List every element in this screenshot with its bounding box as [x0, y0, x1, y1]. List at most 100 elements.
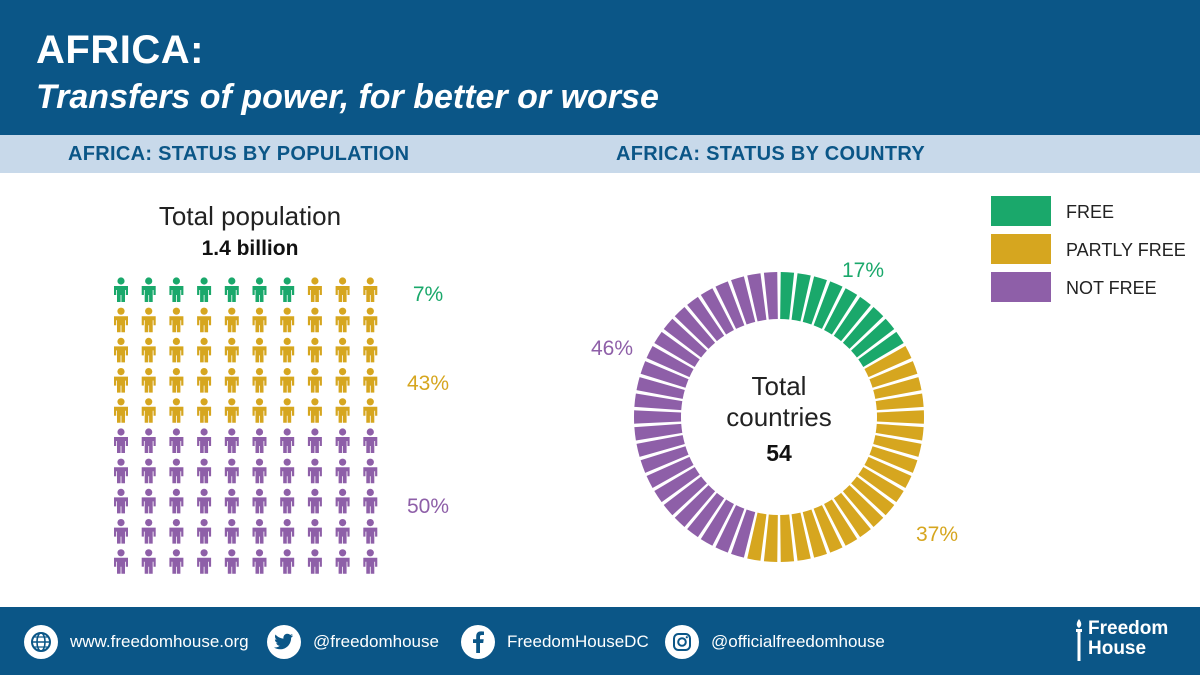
person-icon	[197, 458, 212, 484]
person-icon	[363, 337, 378, 363]
person-icon	[197, 549, 212, 574]
donut-center-label-line2: countries	[726, 402, 832, 432]
donut-segment	[715, 505, 745, 553]
person-icon	[363, 458, 378, 484]
donut-segment	[842, 485, 884, 527]
footer-website-text[interactable]: www.freedomhouse.org	[70, 632, 249, 651]
donut-segment	[875, 393, 924, 411]
person-icon	[169, 398, 184, 423]
donut-segment	[715, 281, 745, 329]
person-icon	[224, 368, 239, 393]
person-icon	[307, 307, 322, 333]
footer-facebook-text[interactable]: FreedomHouseDC	[507, 632, 649, 651]
person-icon	[169, 488, 184, 514]
donut-segment	[654, 467, 700, 503]
header-banner: AFRICA: Transfers of power, for better o…	[0, 0, 1200, 135]
person-icon	[252, 337, 267, 363]
page-subtitle: Transfers of power, for better or worse	[36, 78, 659, 116]
donut-segment	[674, 485, 716, 527]
footer-instagram-text[interactable]: @officialfreedomhouse	[711, 632, 885, 651]
donut-segment	[646, 346, 694, 378]
person-icon	[307, 368, 322, 393]
person-icon	[114, 458, 128, 484]
person-icon	[252, 277, 267, 302]
legend: FREE PARTLY FREE NOT FREE	[991, 196, 1186, 302]
section-title-population: AFRICA: STATUS BY POPULATION	[68, 143, 410, 165]
logo-line-2: House	[1088, 638, 1147, 659]
section-bar: AFRICA: STATUS BY POPULATION AFRICA: STA…	[0, 135, 1200, 173]
person-icon	[114, 307, 128, 333]
donut-segment	[700, 499, 734, 546]
person-icon	[141, 428, 156, 453]
person-icon	[224, 428, 239, 453]
person-icon	[363, 307, 378, 333]
footer-twitter-text[interactable]: @freedomhouse	[313, 632, 439, 651]
person-icon	[335, 277, 350, 302]
legend-swatch	[991, 196, 1051, 226]
person-icon	[280, 307, 295, 333]
legend-label: NOT FREE	[1066, 278, 1157, 298]
person-icon	[280, 428, 295, 453]
person-icon	[197, 368, 212, 393]
person-icon	[114, 488, 128, 514]
population-pct-label: 7%	[413, 283, 443, 306]
legend-label: FREE	[1066, 202, 1114, 222]
donut-segment	[833, 296, 871, 342]
person-icon	[141, 398, 156, 423]
footer-twitter[interactable]: @freedomhouse	[267, 625, 439, 659]
donut-center-label-line1: Total	[752, 371, 807, 401]
person-icon	[307, 519, 322, 544]
population-title: Total population	[159, 201, 341, 231]
footer-instagram[interactable]: @officialfreedomhouse	[665, 625, 885, 659]
person-icon	[169, 307, 184, 333]
globe-icon	[24, 625, 58, 659]
legend-label: PARTLY FREE	[1066, 240, 1186, 260]
person-icon	[252, 307, 267, 333]
person-icon	[307, 398, 322, 423]
person-icon	[169, 519, 184, 544]
person-icon	[169, 549, 184, 574]
freedom-house-logo[interactable]: Freedom House	[1074, 619, 1168, 663]
legend-swatch	[991, 272, 1051, 302]
donut-segment	[700, 288, 734, 335]
person-icon	[280, 549, 295, 574]
person-icon	[224, 549, 239, 574]
donut-segment	[858, 331, 904, 367]
donut-segment	[731, 509, 756, 558]
person-icon	[335, 458, 350, 484]
donut-segment	[833, 492, 871, 538]
person-icon	[363, 428, 378, 453]
person-icon	[224, 519, 239, 544]
donut-segment	[864, 456, 912, 488]
donut-segment	[824, 288, 858, 335]
person-icon	[141, 519, 156, 544]
population-pct-label: 50%	[407, 495, 449, 518]
person-icon	[114, 277, 128, 302]
person-icon	[141, 337, 156, 363]
logo-line-1: Freedom	[1088, 618, 1169, 639]
footer-facebook[interactable]: FreedomHouseDC	[461, 625, 649, 659]
donut-segment	[747, 512, 767, 561]
twitter-icon	[267, 625, 301, 659]
person-icon	[141, 277, 156, 302]
donut-segment	[851, 476, 895, 516]
donut-segment	[674, 307, 716, 349]
person-icon	[169, 337, 184, 363]
person-icon	[335, 307, 350, 333]
donut-center-value: 54	[766, 440, 792, 466]
person-icon	[169, 458, 184, 484]
footer-website[interactable]: www.freedomhouse.org	[24, 625, 249, 659]
donut-segment	[802, 509, 827, 558]
population-total: 1.4 billion	[202, 237, 299, 260]
footer: www.freedomhouse.org @freedomhouse Freed…	[0, 607, 1200, 675]
donut-segment	[858, 467, 904, 503]
donut-segment	[763, 514, 778, 562]
person-icon	[252, 488, 267, 514]
donut-segment	[869, 446, 918, 473]
population-pct-label: 43%	[407, 372, 449, 395]
donut-segment	[875, 423, 924, 441]
person-icon	[307, 549, 322, 574]
donut-segment	[687, 296, 725, 342]
person-icon	[280, 277, 295, 302]
population-pictogram: Total population 1.4 billion 7% 43% 50%	[114, 201, 449, 574]
